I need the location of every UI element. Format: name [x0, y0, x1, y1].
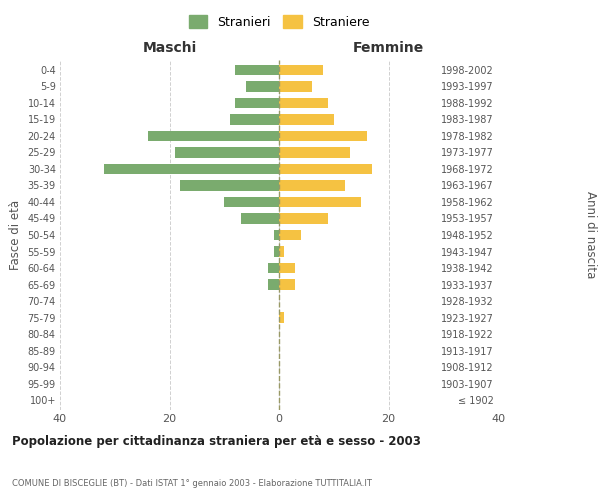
Bar	[224, 196, 279, 207]
Text: Maschi: Maschi	[142, 41, 197, 55]
Bar	[279, 164, 372, 174]
Bar	[148, 130, 279, 141]
Bar	[268, 262, 279, 274]
Text: Popolazione per cittadinanza straniera per età e sesso - 2003: Popolazione per cittadinanza straniera p…	[12, 434, 421, 448]
Bar	[246, 81, 279, 92]
Bar	[279, 130, 367, 141]
Y-axis label: Fasce di età: Fasce di età	[9, 200, 22, 270]
Bar	[274, 246, 279, 257]
Bar	[279, 262, 295, 274]
Bar	[274, 230, 279, 240]
Bar	[175, 147, 279, 158]
Bar	[279, 81, 312, 92]
Text: Femmine: Femmine	[353, 41, 424, 55]
Bar	[279, 279, 295, 290]
Bar	[279, 312, 284, 323]
Bar	[104, 164, 279, 174]
Bar	[241, 213, 279, 224]
Bar	[279, 230, 301, 240]
Bar	[279, 246, 284, 257]
Bar	[279, 147, 350, 158]
Text: COMUNE DI BISCEGLIE (BT) - Dati ISTAT 1° gennaio 2003 - Elaborazione TUTTITALIA.: COMUNE DI BISCEGLIE (BT) - Dati ISTAT 1°…	[12, 478, 372, 488]
Bar	[230, 114, 279, 125]
Legend: Stranieri, Straniere: Stranieri, Straniere	[184, 10, 374, 34]
Bar	[181, 180, 279, 191]
Bar	[235, 64, 279, 76]
Bar	[268, 279, 279, 290]
Bar	[279, 64, 323, 76]
Bar	[279, 180, 344, 191]
Bar	[235, 98, 279, 108]
Bar	[279, 98, 328, 108]
Bar	[279, 114, 334, 125]
Bar	[279, 196, 361, 207]
Bar	[279, 213, 328, 224]
Text: Anni di nascita: Anni di nascita	[584, 192, 597, 278]
